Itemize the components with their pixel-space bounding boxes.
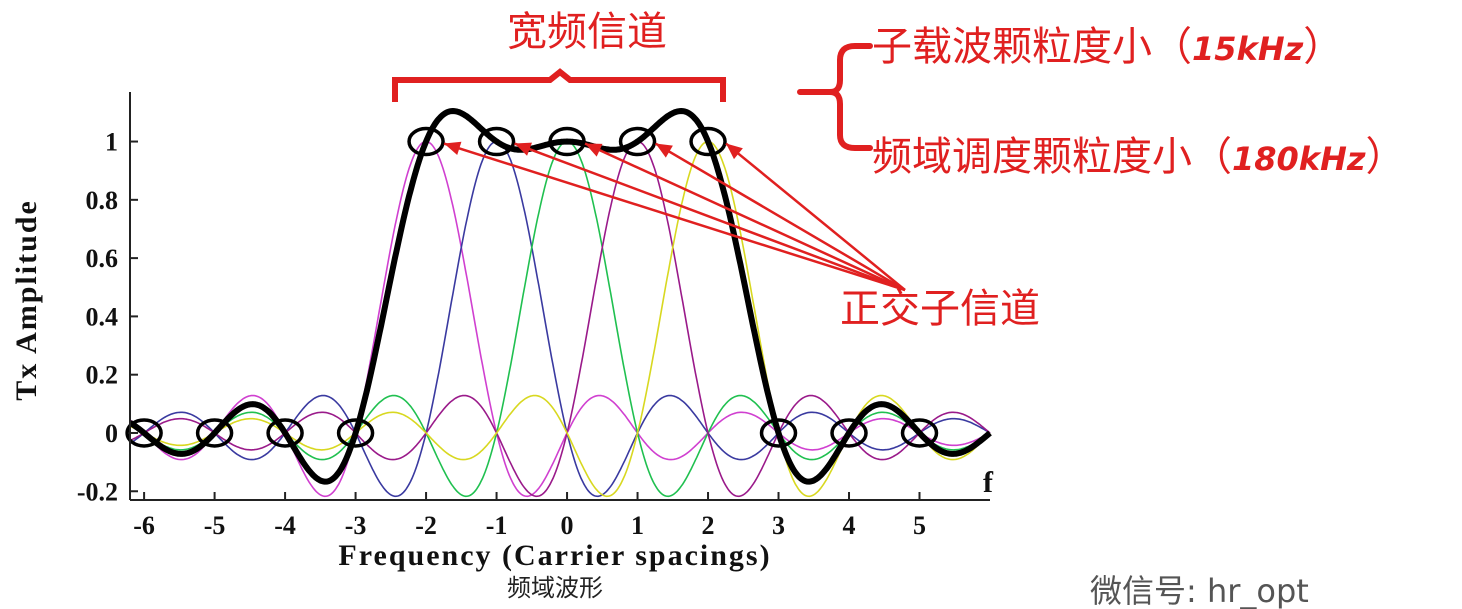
wideband-channel-label: 宽频信道 [507, 9, 667, 55]
x-tick-label: 5 [913, 511, 926, 540]
sample-circle [900, 418, 939, 448]
x-tick-label: 0 [561, 511, 574, 540]
freq-sched-granularity-label: 频域调度颗粒度小（180kHz） [872, 134, 1405, 180]
sample-circle [689, 126, 727, 157]
wideband-bracket [392, 68, 726, 102]
y-tick-label: 0 [105, 419, 118, 448]
arrow-head [514, 142, 532, 156]
x-end-label: f [983, 466, 995, 499]
x-tick-label: -4 [274, 511, 296, 540]
sample-circle [830, 418, 868, 448]
y-tick-label: -0.2 [77, 477, 118, 506]
x-tick-label: -1 [486, 511, 508, 540]
y-tick-label: 0.4 [86, 302, 119, 331]
orthogonal-subchannel-label: 正交子信道 [840, 286, 1040, 332]
sample-circle [618, 126, 657, 157]
x-tick-label: -5 [204, 511, 226, 540]
arrow-head [444, 141, 462, 156]
sample-circle [125, 418, 163, 448]
x-tick-label: 1 [631, 511, 644, 540]
figure-caption: 频域波形 [507, 574, 603, 602]
annotations: 宽频信道 子载波颗粒度小（15kHz） 频域调度颗粒度小（180kHz） 正交子… [392, 9, 1405, 332]
arrow-line [654, 142, 906, 292]
x-axis-label: Frequency (Carrier spacings) [338, 539, 771, 572]
orthogonal-arrows [443, 141, 906, 292]
subcarrier-granularity-label: 子载波颗粒度小（15kHz） [872, 24, 1343, 70]
x-tick-label: 3 [772, 511, 785, 540]
sample-circle [759, 418, 798, 448]
x-tick-label: 2 [702, 511, 715, 540]
arrow-head [655, 143, 673, 158]
y-tick-label: 0.8 [86, 186, 119, 215]
x-ticks: -6 -5 -4 -3 -2 -1 0 1 2 3 4 5 [133, 492, 926, 540]
x-tick-label: -6 [133, 511, 155, 540]
arrow-head [585, 143, 603, 157]
sample-circle [195, 418, 234, 448]
sample-circle [548, 126, 586, 157]
arrow-line [443, 142, 906, 292]
arrow-line [584, 142, 906, 292]
sample-circle [336, 418, 375, 448]
sample-circle [407, 126, 445, 157]
sum-curve [128, 108, 992, 485]
right-curly-brace [797, 43, 873, 151]
x-tick-label: 4 [843, 511, 856, 540]
sample-circle [266, 418, 304, 448]
x-tick-label: -2 [415, 511, 437, 540]
arrow-line [725, 142, 906, 291]
sum-curve-line [128, 108, 992, 485]
arrow-line [514, 142, 906, 292]
watermark: 微信号: hr_opt [1090, 572, 1309, 609]
y-tick-label: 1 [105, 128, 118, 157]
y-tick-label: 0.2 [86, 361, 119, 390]
sample-circles [125, 126, 939, 448]
sample-circle [477, 126, 516, 157]
y-ticks: -0.2 0 0.2 0.4 0.6 0.8 1 [77, 128, 138, 506]
arrow-head [726, 143, 743, 160]
y-axis-label: Tx Amplitude [10, 199, 43, 401]
x-tick-label: -3 [345, 511, 367, 540]
y-tick-label: 0.6 [86, 244, 119, 273]
